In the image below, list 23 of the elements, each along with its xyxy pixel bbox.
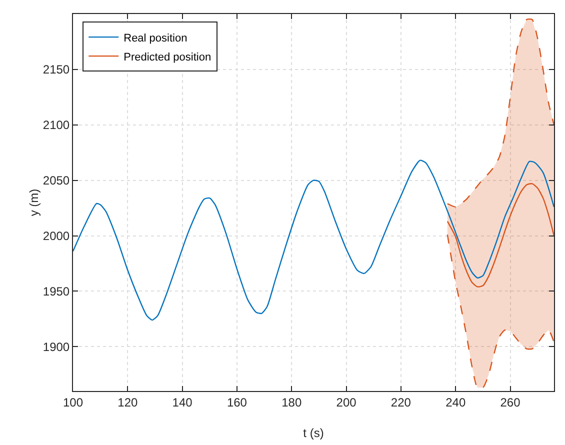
x-tick-label: 260 (500, 395, 521, 410)
line-series (446, 234, 554, 389)
y-axis-title: y (m) (26, 188, 41, 216)
y-tick-label: 2050 (42, 174, 70, 188)
x-tick-label: 180 (282, 395, 302, 410)
y-tick-label: 2150 (42, 62, 70, 77)
x-tick-label: 220 (390, 395, 412, 410)
x-tick-label: 100 (62, 395, 84, 410)
x-tick-label: 240 (446, 395, 466, 410)
y-tick-label: 1900 (42, 340, 70, 354)
y-tick-label: 2100 (42, 118, 70, 132)
legend-label: Predicted position (124, 51, 212, 64)
line-series (446, 183, 554, 288)
line-series (446, 18, 554, 208)
legend-label: Real position (124, 32, 188, 44)
y-tick-label: 1950 (42, 284, 70, 298)
x-tick-label: 200 (336, 395, 357, 410)
y-tick-label: 2000 (42, 228, 70, 243)
x-tick-label: 120 (118, 395, 138, 410)
x-tick-label: 160 (226, 395, 248, 410)
x-tick-label: 140 (172, 395, 193, 410)
line-series (73, 160, 554, 321)
x-axis-title: t (s) (303, 426, 324, 440)
